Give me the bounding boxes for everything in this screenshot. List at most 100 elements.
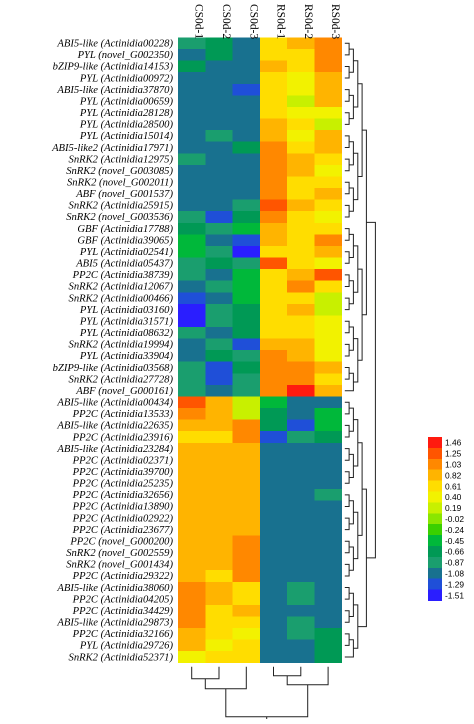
heatmap-cell <box>314 199 343 212</box>
heatmap-cell <box>259 570 288 583</box>
heatmap-cell <box>178 477 206 490</box>
heatmap-cell <box>287 558 315 571</box>
heatmap-cell <box>232 176 261 189</box>
heatmap-cell <box>259 83 288 96</box>
row-label: ABF (novel_G000161) <box>75 386 173 397</box>
heatmap-cell <box>232 118 261 131</box>
row-dendrogram-branch <box>349 280 354 305</box>
heatmap-cell <box>232 315 261 328</box>
heatmap-cell <box>178 60 206 73</box>
heatmap-cell <box>205 292 233 305</box>
heatmap-cell <box>314 604 343 617</box>
heatmap-cell <box>314 338 343 351</box>
heatmap-cell <box>259 234 288 247</box>
row-label: ABI5-like (Actinidia23284) <box>56 444 173 455</box>
heatmap-cell <box>205 118 233 131</box>
row-label: SnRK2 (Actinidia12067) <box>69 282 174 293</box>
heatmap-cell <box>314 616 343 629</box>
row-label: PP2C (Actinidia02371) <box>72 455 174 466</box>
heatmap-cell <box>314 639 343 652</box>
legend-tick-label: -0.87 <box>445 558 464 568</box>
heatmap-cell <box>314 153 343 166</box>
heatmap-cell <box>205 593 233 606</box>
row-dendrogram-branch <box>353 152 359 201</box>
heatmap-cell <box>178 361 206 374</box>
column-labels: CS0d-1 CS0d-2 CS0d-3 RS0d-1 RS0d-2 RS0d-3 <box>193 4 342 39</box>
legend-swatch <box>428 524 442 536</box>
row-label: PYL (Actinidia02541) <box>79 247 174 258</box>
row-label: SnRK2 (novel_G003536) <box>66 212 173 223</box>
heatmap-cell <box>232 442 261 455</box>
heatmap-cell <box>259 106 288 119</box>
row-dendrogram-branch <box>344 320 350 334</box>
heatmap-cell <box>314 176 343 189</box>
column-label: CS0d-2 <box>220 4 232 39</box>
heatmap-cell <box>314 651 343 664</box>
heatmap-cell <box>232 604 261 617</box>
heatmap-cell <box>232 408 261 421</box>
heatmap-cell <box>314 211 343 224</box>
heatmap-cell <box>205 95 233 108</box>
heatmap-cell <box>259 361 288 374</box>
heatmap-cell <box>178 616 206 629</box>
heatmap-cell <box>314 454 343 467</box>
heatmap-cell <box>259 303 288 316</box>
row-label: PYL (Actinidia28500) <box>79 120 174 131</box>
heatmap-cell <box>205 141 233 154</box>
row-dendrogram-branch <box>344 471 350 484</box>
column-label: CS0d-3 <box>247 4 259 39</box>
legend-tick-label: 0.82 <box>445 470 462 480</box>
heatmap-cell <box>178 558 206 571</box>
heatmap-cell <box>232 164 261 177</box>
row-dendrogram-branch <box>344 251 350 264</box>
heatmap-cell <box>178 489 206 502</box>
legend-swatch <box>428 469 442 481</box>
heatmap-cell <box>232 535 261 548</box>
heatmap-cell <box>287 465 315 478</box>
heatmap-cell <box>314 593 343 606</box>
row-label: ABI5-like (Actinidia00434) <box>56 398 173 409</box>
heatmap-cell <box>178 118 206 131</box>
heatmap-cell <box>314 419 343 432</box>
row-dendrogram-branch <box>344 204 350 218</box>
heatmap-cell <box>259 639 288 652</box>
legend-swatch <box>428 535 442 547</box>
heatmap-cell <box>287 269 315 282</box>
heatmap-cell <box>178 176 206 189</box>
heatmap-cell <box>314 292 343 305</box>
legend-swatch <box>428 578 442 590</box>
row-label: ABI5-like2 (Actinidia17971) <box>51 143 173 154</box>
heatmap-cell <box>178 628 206 641</box>
heatmap-cell <box>232 245 261 258</box>
heatmap-cell <box>314 49 343 62</box>
heatmap-cell <box>205 350 233 363</box>
heatmap-cell <box>287 257 315 270</box>
heatmap-cell <box>314 489 343 502</box>
heatmap-cell <box>259 315 288 328</box>
row-dendrogram-root <box>366 221 376 559</box>
heatmap-cell <box>232 211 261 224</box>
heatmap-cell <box>205 477 233 490</box>
row-label: PP2C (Actinidia34429) <box>72 606 174 617</box>
heatmap-cell <box>232 512 261 525</box>
heatmap-cell <box>259 269 288 282</box>
row-dendrogram-branch <box>353 60 359 108</box>
heatmap-cell <box>205 558 233 571</box>
heatmap-cell <box>232 153 261 166</box>
heatmap-cell <box>178 523 206 536</box>
heatmap-cell <box>287 442 315 455</box>
heatmap-cell <box>314 361 343 374</box>
heatmap-cell <box>205 408 233 421</box>
row-dendrogram-branch <box>357 83 363 177</box>
heatmap-cell <box>205 130 233 143</box>
row-dendrogram-branch <box>344 424 350 438</box>
heatmap-cell <box>287 350 315 363</box>
heatmap-cell <box>178 49 206 62</box>
row-label: GBF (Actinidia39065) <box>77 235 173 246</box>
row-dendrogram-branch <box>344 448 350 461</box>
heatmap-cell <box>232 234 261 247</box>
legend-tick-label: -0.24 <box>445 525 464 535</box>
heatmap-cell <box>259 384 288 397</box>
